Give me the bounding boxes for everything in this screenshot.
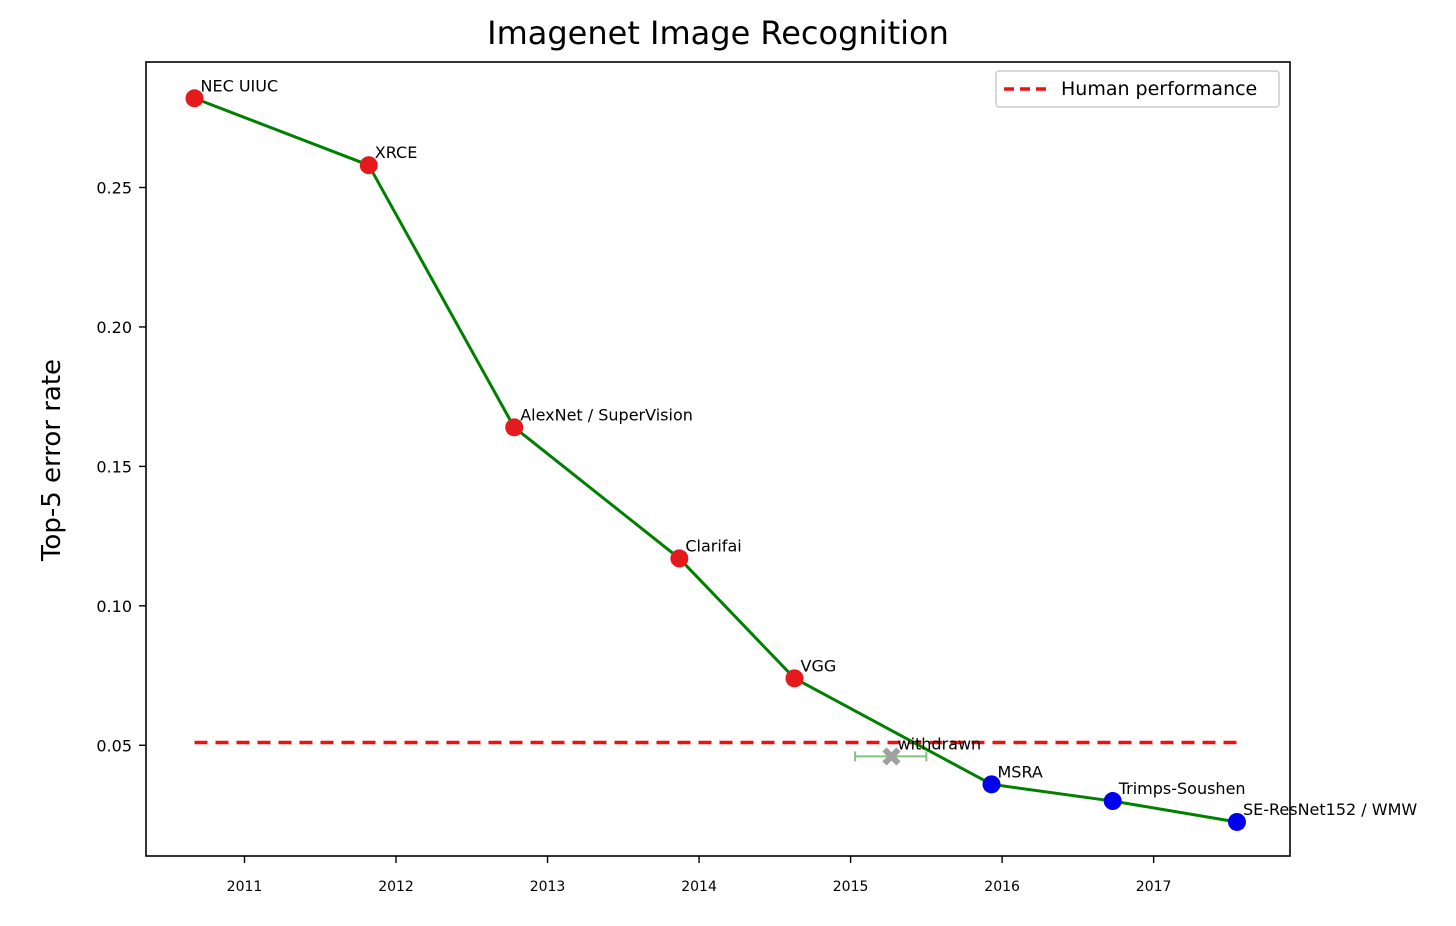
y-tick-label: 0.25 [96,179,132,198]
point-label-xrce: XRCE [375,143,418,162]
plot-frame [145,61,1291,857]
y-axis: 0.05 0.10 0.15 0.20 0.25 [96,179,146,755]
legend-entry-human-performance: Human performance [1061,78,1257,100]
point-se-resnet152-wmw [1227,812,1246,831]
y-tick-label: 0.15 [96,457,132,476]
trend-layer [193,96,1238,824]
withdrawn-marker [882,747,901,766]
legend-box [995,70,1280,108]
x-tick-label: 2014 [681,879,717,895]
points-layer [185,89,1246,831]
point-label-trimps-soushen: Trimps-Soushen [1118,779,1246,798]
point-alexnet-supervision [505,418,524,437]
x-tick-label: 2011 [227,879,263,895]
x-tick-label: 2015 [833,879,869,895]
chart-title: Imagenet Image Recognition [487,14,949,52]
point-xrce [359,156,378,175]
point-clarifai [670,549,689,568]
point-nec-uiuc [185,89,204,108]
point-label-msra: MSRA [997,762,1042,781]
plot-area: 2011 2012 2013 2014 2015 2016 2017 0.05 0.10 0.1… [96,61,1417,895]
x-tick-label: 2017 [1136,879,1172,895]
y-tick-label: 0.10 [96,597,132,616]
withdrawn-layer [854,747,928,766]
point-label-clarifai: Clarifai [685,536,741,555]
point-vgg [785,669,804,688]
point-label-nec-uiuc: NEC UIUC [200,76,278,95]
point-msra [982,775,1001,794]
y-tick-label: 0.20 [96,318,132,337]
trend-line [193,96,1238,824]
y-tick-label: 0.05 [96,736,132,755]
y-axis-label: Top-5 error rate [37,359,67,562]
x-tick-label: 2012 [378,879,414,895]
point-label-vgg: VGG [801,656,837,675]
withdrawn-label: withdrawn [897,734,981,753]
point-label-alexnet-supervision: AlexNet / SuperVision [520,405,693,424]
x-tick-label: 2016 [984,879,1020,895]
x-axis: 2011 2012 2013 2014 2015 2016 2017 [227,856,1172,895]
point-label-se-resnet152-wmw: SE-ResNet152 / WMW [1243,800,1417,819]
x-tick-label: 2013 [530,879,566,895]
point-trimps-soushen [1103,792,1122,811]
labels-layer: NEC UIUC XRCE AlexNet / SuperVision Clarifa… [200,76,1417,819]
legend: Human performance [995,70,1280,108]
